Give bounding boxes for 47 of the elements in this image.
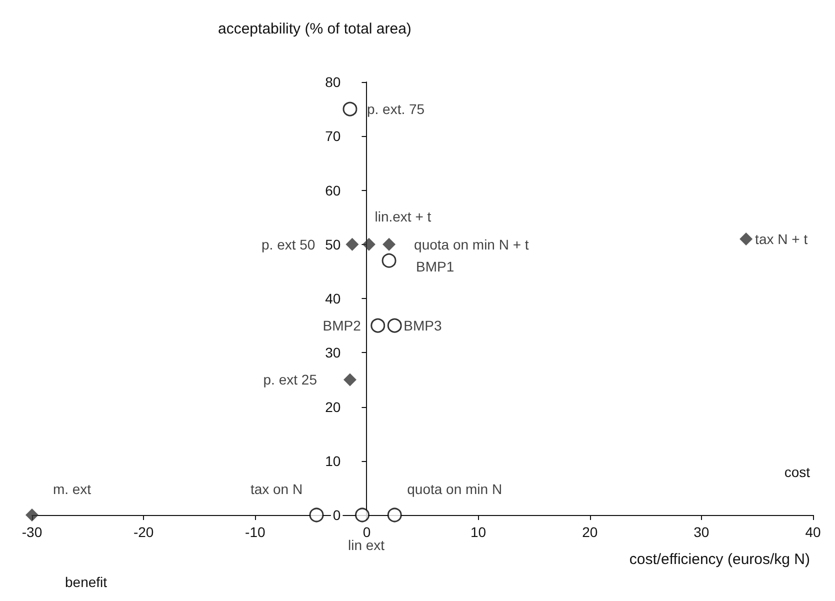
annotation: BMP3 bbox=[404, 318, 442, 334]
point bbox=[346, 238, 359, 251]
x-tick-label: 40 bbox=[805, 524, 821, 540]
point bbox=[387, 508, 402, 522]
x-tick-label: -30 bbox=[22, 524, 42, 540]
x-tick-label: 20 bbox=[582, 524, 598, 540]
y-tick-label: 30 bbox=[325, 344, 341, 361]
point bbox=[343, 373, 356, 386]
annotation: lin ext bbox=[348, 537, 385, 553]
annotation: quota on min N + t bbox=[414, 236, 529, 252]
x-tick-label: -10 bbox=[245, 524, 266, 540]
annotation: tax N + t bbox=[755, 230, 808, 247]
x-tick-label: -20 bbox=[133, 524, 154, 540]
y-tick-label: 10 bbox=[325, 452, 341, 469]
point bbox=[382, 238, 396, 251]
annotation: p. ext. 75 bbox=[366, 101, 425, 118]
y-tick-label: 60 bbox=[325, 182, 341, 198]
annotation: m. ext bbox=[52, 481, 92, 497]
x-tick-label: 10 bbox=[470, 524, 486, 540]
point bbox=[26, 508, 38, 522]
y-tick-label: 40 bbox=[325, 290, 341, 306]
y-tick-label: 50 bbox=[325, 236, 341, 252]
text: benefit bbox=[65, 574, 108, 590]
annotation: BMP2 bbox=[322, 318, 362, 334]
annotation: quota on min N bbox=[407, 481, 502, 497]
point bbox=[740, 232, 753, 246]
point bbox=[362, 238, 376, 251]
annotation: p. ext 50 bbox=[262, 236, 316, 252]
point bbox=[370, 318, 386, 333]
y-tick-label: 20 bbox=[325, 398, 341, 415]
y-axis-title: acceptability (% of total area) bbox=[218, 20, 412, 38]
annotation: p. ext 25 bbox=[263, 372, 318, 388]
annotation: tax on N bbox=[250, 481, 303, 497]
point bbox=[382, 253, 396, 268]
point bbox=[342, 102, 358, 116]
x-axis-title: cost/efficiency (euros/kg N) bbox=[629, 551, 810, 568]
y-tick-label: 80 bbox=[325, 74, 341, 90]
annotation: cost bbox=[784, 464, 810, 480]
point bbox=[309, 508, 324, 522]
annotation: BMP1 bbox=[416, 258, 454, 275]
y-tick-label: 70 bbox=[325, 128, 341, 144]
point bbox=[355, 508, 370, 522]
x-tick-label: 0 bbox=[362, 524, 371, 540]
point bbox=[387, 318, 402, 333]
y-tick-label: 0 bbox=[332, 507, 341, 523]
x-tick-label: 30 bbox=[694, 524, 710, 540]
annotation: lin.ext + t bbox=[374, 208, 432, 224]
